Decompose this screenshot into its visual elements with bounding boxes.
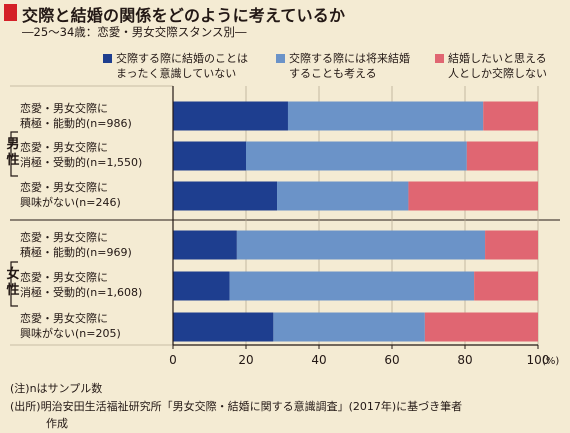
group-label-char: 女 [6, 267, 20, 282]
group-bracket-female [10, 261, 18, 307]
legend-label-line1: 交際する際には将来結婚 [289, 52, 410, 65]
group-label-male: 男 性 [6, 137, 20, 169]
bar-segment [173, 271, 230, 301]
x-tick-label: 80 [457, 353, 472, 367]
legend-item-series-3: 結婚したいと思える 人としか交際しない [435, 51, 547, 81]
category-label-line2: 積極・能動的(n=986) [20, 117, 132, 130]
x-tick-label: 0 [169, 353, 177, 367]
category-label-line2: 積極・能動的(n=969) [20, 246, 132, 259]
legend-label-line2: することも考える [289, 67, 377, 80]
x-tick-label: 100 [527, 353, 550, 367]
bar-segment [173, 181, 278, 211]
bar-segment [277, 181, 409, 211]
x-tick-label: 60 [384, 353, 399, 367]
source-note: (出所)明治安田生活福祉研究所「男女交際・結婚に関する意識調査」(2017年)に… [10, 400, 463, 413]
bar-segment [466, 141, 538, 171]
bar-segment [287, 101, 484, 131]
source-note-cont: 作成 [46, 417, 68, 430]
bar-segment [173, 101, 288, 131]
category-label-line1: 恋愛・男女交際に [20, 312, 108, 325]
chart-subtitle: ―25～34歳：恋愛・男女交際スタンス別― [22, 25, 247, 39]
legend-item-series-2: 交際する際には将来結婚 することも考える [276, 51, 410, 81]
bar-segment [173, 141, 246, 171]
category-label: 恋愛・男女交際に 積極・能動的(n=986) [20, 101, 170, 131]
bar-segment [483, 101, 538, 131]
category-label: 恋愛・男女交際に 消極・受動的(n=1,550) [20, 140, 170, 170]
bar-segment [408, 181, 538, 211]
bar-segment [173, 230, 237, 260]
category-label: 恋愛・男女交際に 消極・受動的(n=1,608) [20, 270, 170, 300]
bar-segment [236, 230, 486, 260]
group-label-char: 性 [6, 153, 20, 168]
legend-swatch [103, 54, 112, 63]
x-axis-unit: (%) [542, 356, 559, 367]
bar-segment [273, 312, 425, 342]
category-label-line2: 消極・受動的(n=1,550) [20, 156, 143, 169]
legend-label-line2: まったく意識していない [116, 67, 237, 80]
legend-item-series-1: 交際する際に結婚のことは まったく意識していない [103, 51, 248, 81]
category-label-line2: 消極・受動的(n=1,608) [20, 286, 143, 299]
group-label-char: 性 [6, 283, 20, 298]
category-label-line1: 恋愛・男女交際に [20, 141, 108, 154]
legend-label-line2: 人としか交際しない [448, 67, 547, 80]
group-label-char: 男 [6, 137, 20, 152]
category-label-line1: 恋愛・男女交際に [20, 181, 108, 194]
category-label-line1: 恋愛・男女交際に [20, 231, 108, 244]
category-label: 恋愛・男女交際に 興味がない(n=205) [20, 311, 170, 341]
chart-title: 交際と結婚の関係をどのように考えているか [22, 6, 346, 25]
category-label: 恋愛・男女交際に 積極・能動的(n=969) [20, 230, 170, 260]
group-bracket-male [10, 131, 18, 177]
bar-segment [173, 312, 274, 342]
category-label: 恋愛・男女交際に 興味がない(n=246) [20, 180, 170, 210]
bar-segment [485, 230, 538, 260]
legend-swatch [276, 54, 285, 63]
title-marker [4, 4, 17, 21]
bar-segment [246, 141, 467, 171]
category-label-line2: 興味がない(n=246) [20, 196, 121, 209]
bar-segment [474, 271, 538, 301]
category-label-line1: 恋愛・男女交際に [20, 102, 108, 115]
x-tick-label: 20 [238, 353, 253, 367]
x-tick-label: 40 [311, 353, 326, 367]
legend-label-line1: 交際する際に結婚のことは [116, 52, 248, 65]
bar-segment [229, 271, 475, 301]
legend-label-line1: 結婚したいと思える [448, 52, 547, 65]
note-sample-size: (注)nはサンプル数 [10, 382, 103, 395]
category-label-line2: 興味がない(n=205) [20, 327, 121, 340]
group-label-female: 女 性 [6, 267, 20, 299]
category-label-line1: 恋愛・男女交際に [20, 271, 108, 284]
legend-swatch [435, 54, 444, 63]
bar-segment [424, 312, 538, 342]
